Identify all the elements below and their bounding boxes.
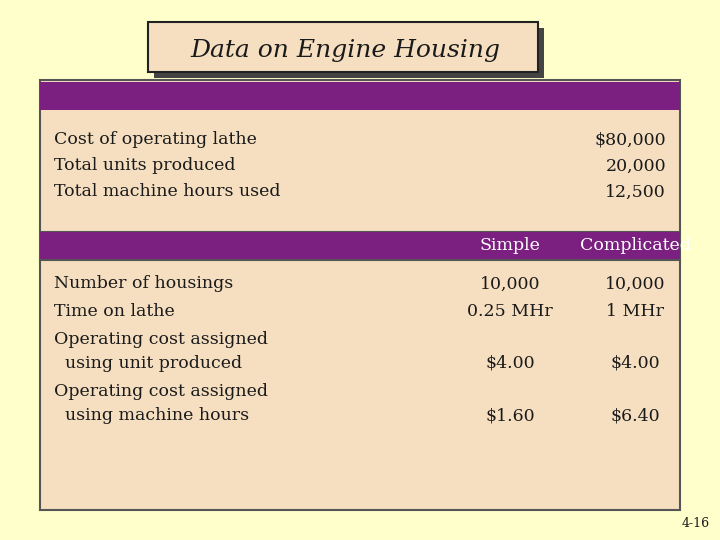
Text: Operating cost assigned: Operating cost assigned xyxy=(54,332,268,348)
Bar xyxy=(40,82,680,110)
Bar xyxy=(148,22,538,72)
Text: $4.00: $4.00 xyxy=(485,354,535,372)
Bar xyxy=(40,80,680,510)
Text: Total units produced: Total units produced xyxy=(54,158,235,174)
Text: Time on lathe: Time on lathe xyxy=(54,303,175,321)
Text: 20,000: 20,000 xyxy=(606,158,666,174)
Bar xyxy=(154,28,544,78)
Text: Complicated: Complicated xyxy=(580,238,690,254)
Text: $80,000: $80,000 xyxy=(595,132,666,148)
Text: Data on Engine Housing: Data on Engine Housing xyxy=(190,38,500,62)
Text: using unit produced: using unit produced xyxy=(54,354,242,372)
Text: Total machine hours used: Total machine hours used xyxy=(54,184,281,200)
Bar xyxy=(40,232,680,260)
Text: $4.00: $4.00 xyxy=(610,354,660,372)
Text: Number of housings: Number of housings xyxy=(54,275,233,293)
Text: 10,000: 10,000 xyxy=(480,275,540,293)
Text: 10,000: 10,000 xyxy=(605,275,665,293)
Text: Cost of operating lathe: Cost of operating lathe xyxy=(54,132,257,148)
Text: $1.60: $1.60 xyxy=(485,408,535,424)
Text: 4-16: 4-16 xyxy=(682,517,710,530)
Text: 0.25 MHr: 0.25 MHr xyxy=(467,303,553,321)
Text: $6.40: $6.40 xyxy=(610,408,660,424)
Text: 12,500: 12,500 xyxy=(606,184,666,200)
Text: Simple: Simple xyxy=(480,238,541,254)
Text: 1 MHr: 1 MHr xyxy=(606,303,664,321)
Text: Operating cost assigned: Operating cost assigned xyxy=(54,383,268,401)
Text: using machine hours: using machine hours xyxy=(54,408,249,424)
